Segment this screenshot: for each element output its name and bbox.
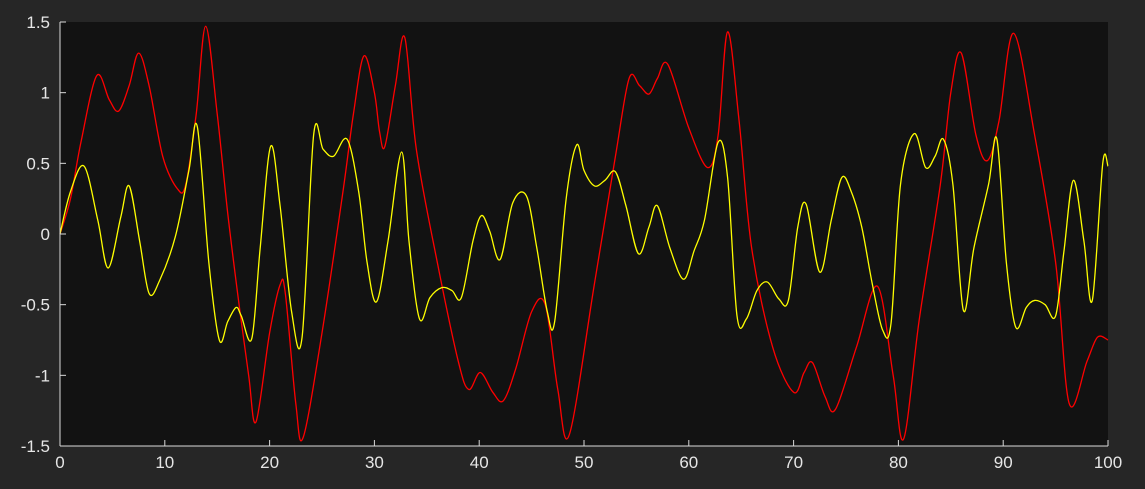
y-tick-label: -1	[35, 366, 50, 385]
x-tick-label: 60	[679, 453, 698, 472]
series-line-2	[59, 122, 1109, 350]
axis-layer: 0 10 20 30 40 50 60 70 80 90 100 -1.5 -1 -0.5 0 0.5 1 1.5	[21, 13, 1122, 472]
x-tick-label: 70	[784, 453, 803, 472]
x-tick-label: 0	[55, 453, 64, 472]
y-tick-label: 0.5	[26, 154, 50, 173]
y-tick-label: -1.5	[21, 437, 50, 456]
y-tick-label: 0	[41, 225, 50, 244]
x-tick-label: 90	[994, 453, 1013, 472]
x-tick-label: 10	[155, 453, 174, 472]
x-tick-label: 50	[575, 453, 594, 472]
series-layer	[59, 25, 1109, 442]
x-tick-label: 80	[889, 453, 908, 472]
axes-background	[60, 22, 1108, 446]
y-tick-label: 1	[41, 84, 50, 103]
y-tick-label: -0.5	[21, 296, 50, 315]
x-tick-label: 20	[260, 453, 279, 472]
y-tick-label: 1.5	[26, 13, 50, 32]
series-line-1	[59, 25, 1109, 442]
x-tick-label: 30	[365, 453, 384, 472]
x-tick-label: 40	[470, 453, 489, 472]
x-tick-label: 100	[1094, 453, 1122, 472]
